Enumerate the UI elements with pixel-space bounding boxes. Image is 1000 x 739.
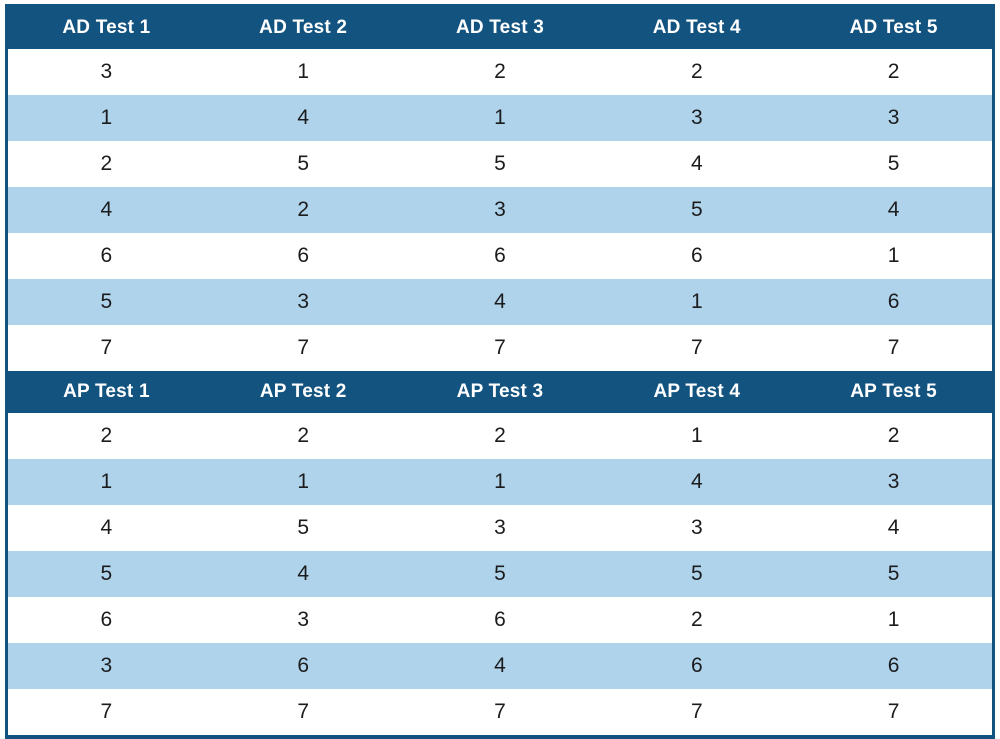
table-cell: 5: [297, 516, 310, 539]
table-cell: 3: [297, 608, 310, 631]
table-cell: 6: [297, 244, 310, 267]
table-cell: 7: [297, 700, 310, 723]
table-cell: 3: [100, 654, 113, 677]
table-cell: 1: [100, 470, 113, 493]
table-cell: 4: [690, 152, 703, 175]
table-cell: 3: [887, 470, 900, 493]
table-cell: 1: [297, 60, 310, 83]
table-cell: 4: [100, 516, 113, 539]
table-cell: 6: [100, 244, 113, 267]
table-row: 3 1 2 2 2: [8, 49, 992, 95]
table-cell: 7: [690, 700, 703, 723]
table-cell: 7: [887, 700, 900, 723]
table-cell: 2: [494, 60, 506, 83]
table-cell: 1: [494, 470, 506, 493]
table-row: 2 2 2 1 2: [8, 413, 992, 459]
header-row-ad: AD Test 1 AD Test 2 AD Test 3 AD Test 4 AD T…: [8, 7, 992, 49]
table-cell: 6: [100, 608, 113, 631]
table-row: 3 6 4 6 6: [8, 643, 992, 689]
column-header: AP Test 4: [653, 381, 741, 402]
table-cell: 5: [494, 152, 506, 175]
table-cell: 6: [494, 244, 506, 267]
column-header: AD Test 3: [455, 17, 544, 38]
table-row: 7 7 7 7 7: [8, 689, 992, 735]
table-row: 1 1 1 4 3: [8, 459, 992, 505]
table-cell: 1: [297, 470, 310, 493]
table-cell: 7: [494, 700, 506, 723]
table-row: 6 3 6 2 1: [8, 597, 992, 643]
table-cell: 7: [100, 700, 113, 723]
table-cell: 2: [887, 60, 900, 83]
table-cell: 3: [494, 198, 506, 221]
table-cell: 1: [690, 424, 703, 447]
table-cell: 4: [494, 654, 506, 677]
table-cell: 2: [690, 608, 703, 631]
table-cell: 4: [297, 106, 310, 129]
column-header: AP Test 2: [259, 381, 347, 402]
table-cell: 1: [887, 608, 900, 631]
header-row-ap: AP Test 1 AP Test 2 AP Test 3 AP Test 4 AP T…: [8, 371, 992, 413]
table-row: 5 3 4 1 6: [8, 279, 992, 325]
column-header: AD Test 1: [62, 17, 151, 38]
table-cell: 7: [100, 336, 113, 359]
table-cell: 4: [100, 198, 113, 221]
table-cell: 6: [690, 244, 703, 267]
table-cell: 6: [297, 654, 310, 677]
table-cell: 5: [690, 562, 703, 585]
table-cell: 6: [887, 654, 900, 677]
table-cell: 1: [494, 106, 506, 129]
table-row: 1 4 1 3 3: [8, 95, 992, 141]
column-header: AD Test 4: [652, 17, 741, 38]
table-cell: 4: [887, 198, 900, 221]
column-header: AP Test 3: [456, 381, 544, 402]
table-cell: 6: [887, 290, 900, 313]
table-cell: 5: [100, 562, 113, 585]
table-cell: 2: [297, 198, 310, 221]
table-cell: 1: [887, 244, 900, 267]
table-cell: 5: [494, 562, 506, 585]
table-cell: 2: [100, 152, 113, 175]
table-cell: 2: [297, 424, 310, 447]
table-cell: 4: [887, 516, 900, 539]
table-cell: 5: [297, 152, 310, 175]
table-cell: 5: [690, 198, 703, 221]
data-table: AD Test 1 AD Test 2 AD Test 3 AD Test 4 AD T…: [5, 4, 995, 739]
table-row: 7 7 7 7 7: [8, 325, 992, 371]
table-row: 4 5 3 3 4: [8, 505, 992, 551]
table-cell: 3: [887, 106, 900, 129]
table-cell: 3: [690, 106, 703, 129]
table-cell: 5: [887, 152, 900, 175]
table-row: 4 2 3 5 4: [8, 187, 992, 233]
table-cell: 2: [494, 424, 506, 447]
table-cell: 3: [494, 516, 506, 539]
column-header: AD Test 5: [849, 17, 938, 38]
table-row: 5 4 5 5 5: [8, 551, 992, 597]
column-header: AP Test 5: [850, 381, 937, 402]
table-cell: 6: [690, 654, 703, 677]
table-cell: 7: [494, 336, 506, 359]
column-header: AP Test 1: [63, 381, 150, 402]
table-row: 2 5 5 4 5: [8, 141, 992, 187]
table-cell: 7: [690, 336, 703, 359]
table-cell: 5: [100, 290, 113, 313]
table-cell: 6: [494, 608, 506, 631]
table-cell: 4: [297, 562, 310, 585]
table-cell: 3: [690, 516, 703, 539]
table-cell: 2: [887, 424, 900, 447]
table-cell: 3: [100, 60, 113, 83]
table-cell: 1: [100, 106, 113, 129]
table-cell: 3: [297, 290, 310, 313]
table-cell: 4: [690, 470, 703, 493]
table-cell: 2: [100, 424, 113, 447]
table-cell: 7: [297, 336, 310, 359]
table-cell: 7: [887, 336, 900, 359]
table-cell: 5: [887, 562, 900, 585]
table-cell: 4: [494, 290, 506, 313]
table-cell: 2: [690, 60, 703, 83]
table-row: 6 6 6 6 1: [8, 233, 992, 279]
column-header: AD Test 2: [259, 17, 348, 38]
table-cell: 1: [690, 290, 703, 313]
